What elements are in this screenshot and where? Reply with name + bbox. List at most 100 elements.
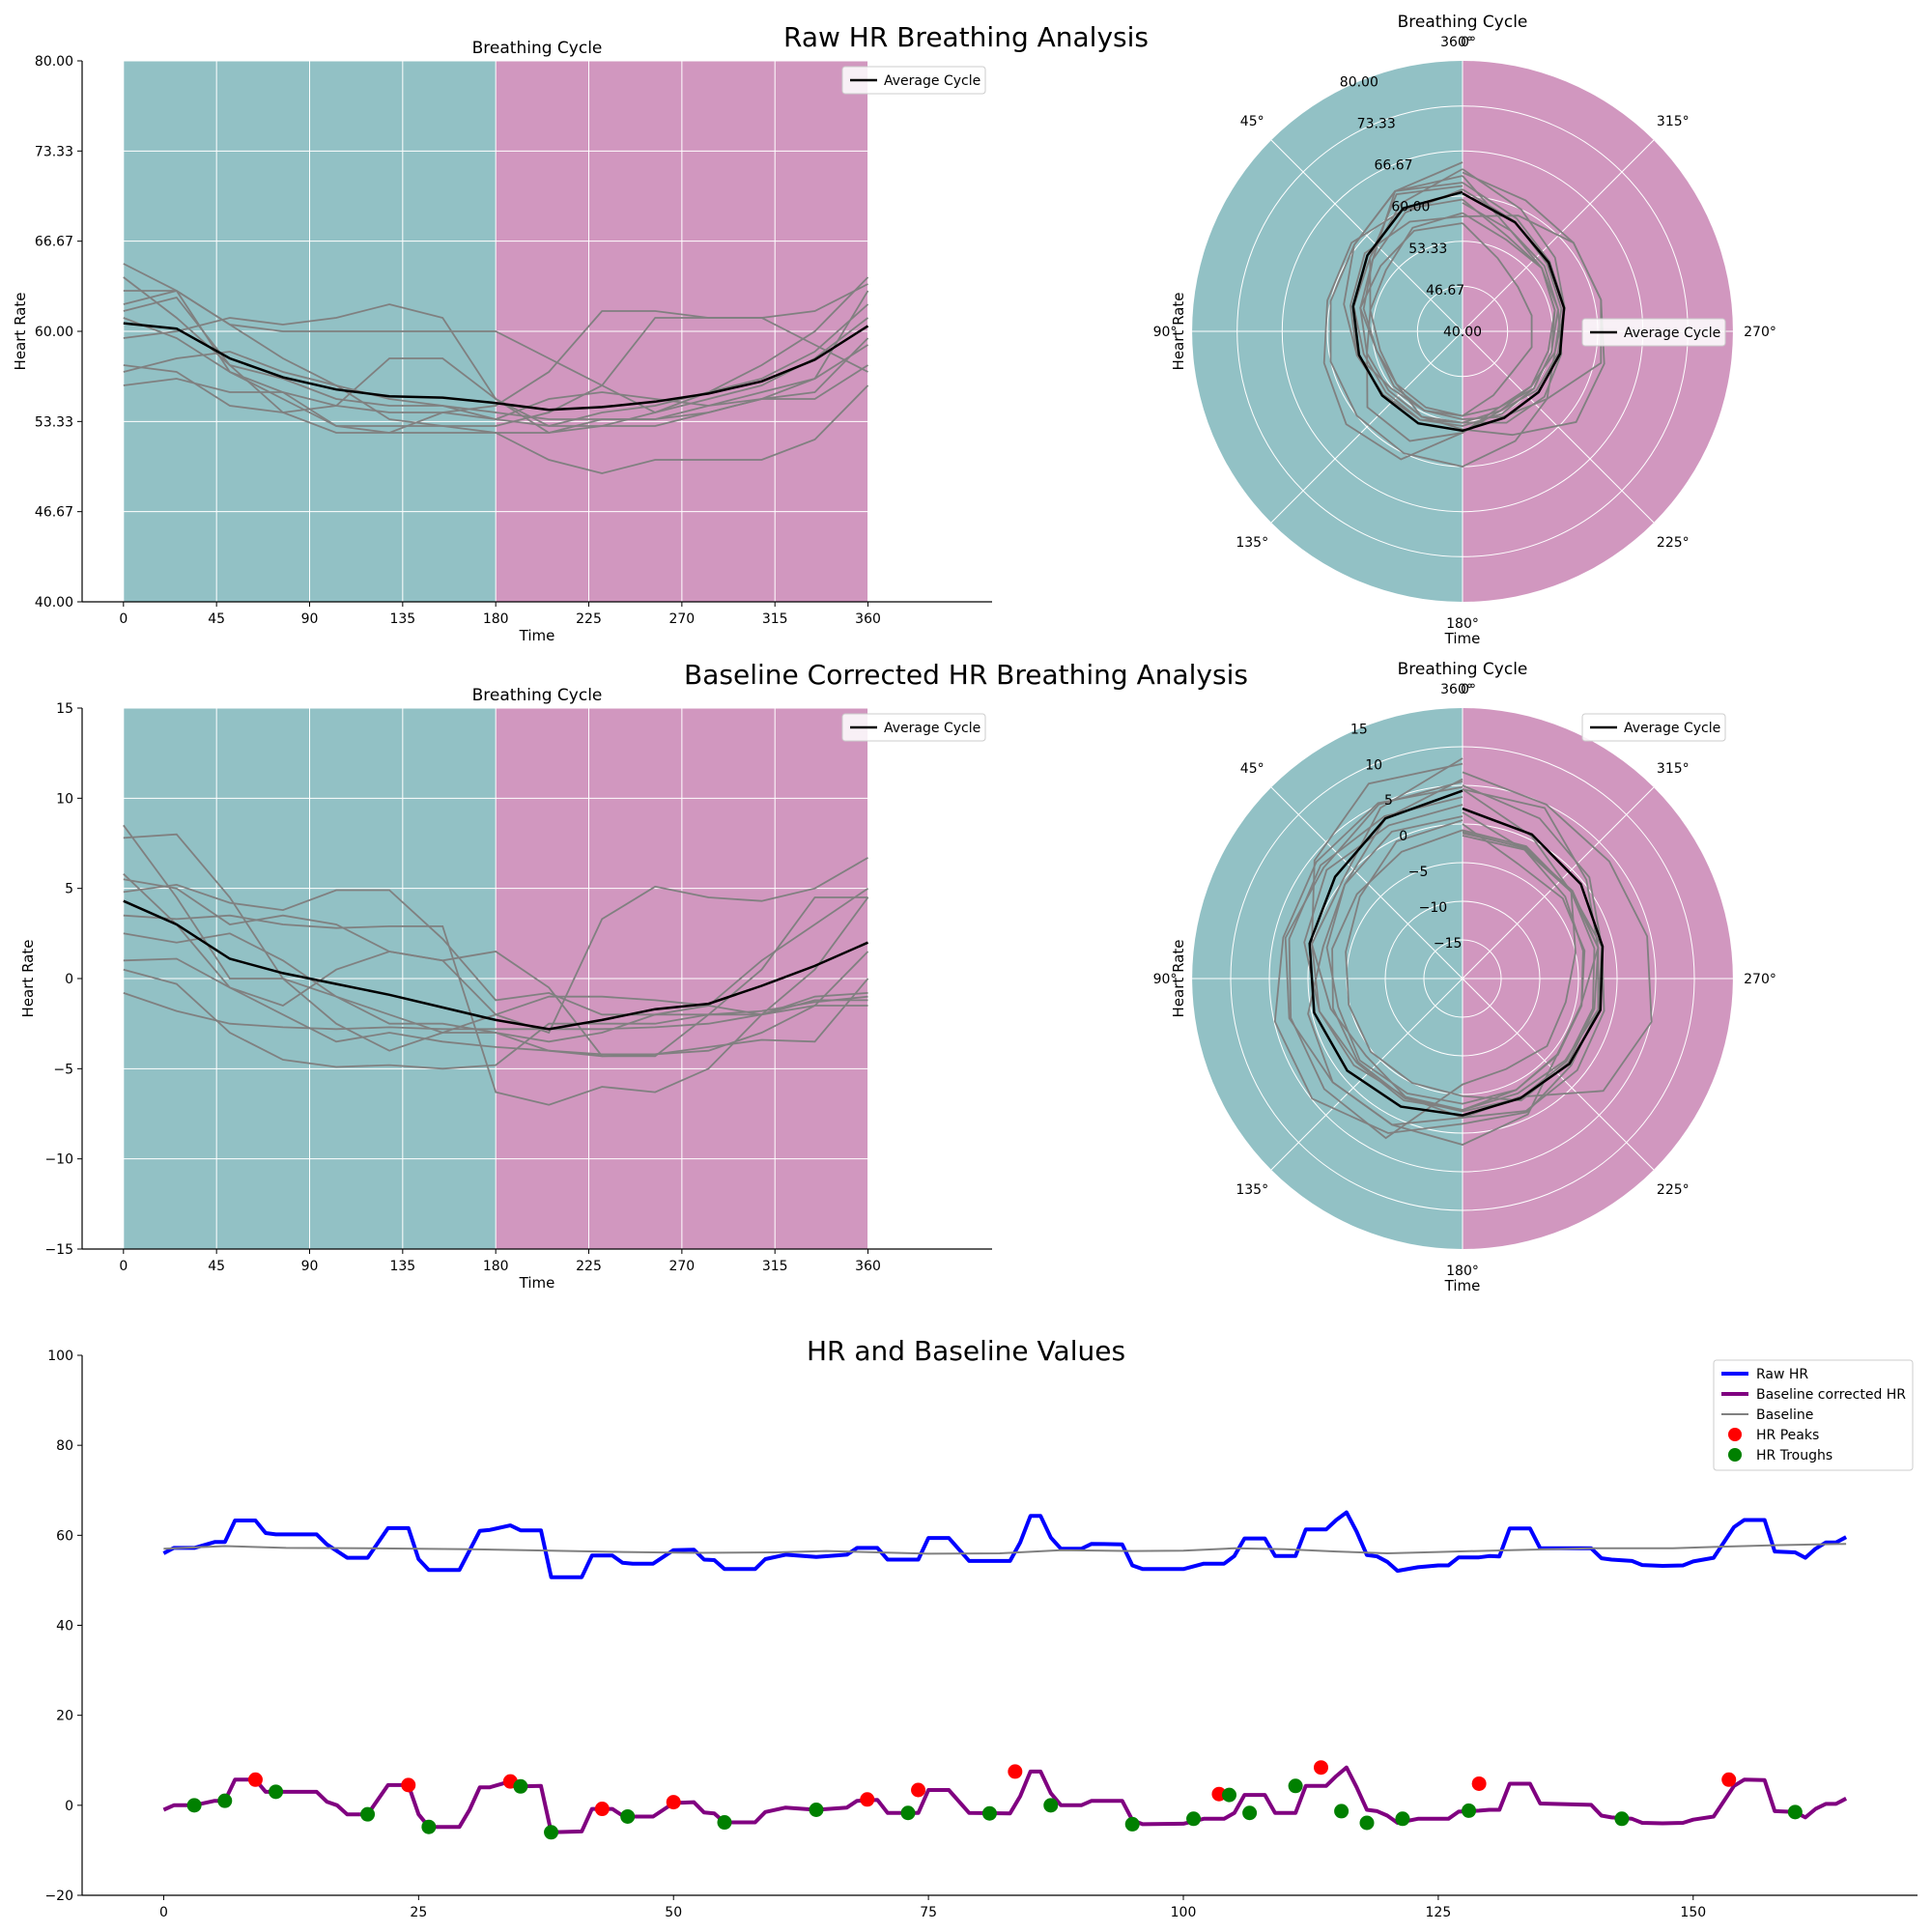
raw-polar-cycle-6 bbox=[1359, 212, 1563, 424]
hr-trough-marker bbox=[1043, 1798, 1059, 1813]
hr-ytick-label: 40 bbox=[56, 1619, 73, 1634]
corrected-linear-xtick-label: 225 bbox=[576, 1259, 602, 1274]
hr-xtick-label: 0 bbox=[159, 1905, 168, 1920]
corrected-linear-title: Breathing Cycle bbox=[472, 686, 603, 705]
hr-trough-marker bbox=[1124, 1816, 1140, 1832]
hr-timeseries-legend: Raw HR Baseline corrected HR Baseline HR… bbox=[1713, 1359, 1914, 1471]
corrected-polar-cycle-8 bbox=[1325, 815, 1586, 1105]
hr-trough-marker bbox=[1359, 1815, 1375, 1831]
corrected-polar-legend-average: Average Cycle bbox=[1624, 721, 1720, 736]
legend-baseline: Baseline bbox=[1756, 1407, 1813, 1423]
hr-ytick-label: 80 bbox=[56, 1438, 73, 1454]
corrected-polar-xlabel: Time bbox=[1444, 1277, 1481, 1294]
hr-timeseries-title: HR and Baseline Values bbox=[807, 1335, 1125, 1367]
corrected-polar-cycle-5 bbox=[1273, 785, 1600, 1134]
corrected-polar-angle-label: 270° bbox=[1744, 972, 1776, 987]
raw-polar-xlabel: Time bbox=[1444, 630, 1481, 647]
raw-linear-xtick-label: 360 bbox=[855, 611, 881, 627]
corrected-polar-angle-label: 45° bbox=[1240, 761, 1264, 777]
raw-polar-rtick-label: 60.00 bbox=[1391, 200, 1430, 215]
hr-peak-marker bbox=[247, 1772, 263, 1787]
raw-polar-cycle-10 bbox=[1366, 198, 1556, 442]
raw-polar-angle-label: 45° bbox=[1240, 114, 1264, 129]
raw-linear-xtick-label: 270 bbox=[668, 611, 695, 627]
hr-trough-marker bbox=[809, 1802, 824, 1817]
raw-polar-title: Breathing Cycle bbox=[1398, 13, 1528, 32]
corrected-linear-xtick-label: 360 bbox=[855, 1259, 881, 1274]
raw-linear-xtick-label: 90 bbox=[301, 611, 319, 627]
raw-linear-ytick-label: 46.67 bbox=[35, 505, 73, 521]
corrected-polar-cycle-6 bbox=[1288, 796, 1577, 1140]
corrected-polar-angle-label: 360° bbox=[1440, 682, 1473, 697]
corrected-linear-cycle-4 bbox=[123, 857, 868, 1035]
corrected-polar-angle-label: 135° bbox=[1236, 1182, 1268, 1198]
raw-linear-ytick-label: 40.00 bbox=[35, 595, 73, 611]
raw-polar-angle-label: 90° bbox=[1153, 325, 1178, 340]
hr-ytick-label: 20 bbox=[56, 1709, 73, 1724]
hr-ytick-label: 60 bbox=[56, 1528, 73, 1544]
corrected-linear-cycle-7 bbox=[123, 887, 869, 1043]
hr-trough-marker bbox=[421, 1819, 437, 1834]
corrected-linear-cycle-5 bbox=[123, 883, 868, 1016]
corrected-polar-angle-label: 180° bbox=[1446, 1264, 1479, 1279]
hr-peak-marker bbox=[1721, 1772, 1737, 1787]
raw-polar-spoke bbox=[1270, 139, 1463, 332]
hr-peak-marker bbox=[1471, 1776, 1487, 1791]
corrected-linear-chart: 0 45 90 135 180 225 270 315 360 −15 −10 −5 0 5 10 15 Br… bbox=[19, 686, 992, 1292]
corrected-polar-rtick-label: −5 bbox=[1408, 865, 1429, 880]
raw-polar-angle-label: 180° bbox=[1446, 616, 1479, 632]
corrected-linear-xtick-label: 90 bbox=[301, 1259, 319, 1274]
corrected-polar-chart: −15 −10 −5 0 5 10 15 360°0° 45° 90° 135° 180° 225° 2… bbox=[1153, 660, 1776, 1294]
hr-ytick-label: 0 bbox=[65, 1799, 73, 1814]
corrected-linear-legend-average: Average Cycle bbox=[884, 721, 980, 736]
hr-xtick-label: 150 bbox=[1680, 1905, 1706, 1920]
raw-linear-cycle-7 bbox=[123, 276, 869, 413]
hr-trough-marker bbox=[981, 1805, 997, 1821]
raw-polar-angle-label: 270° bbox=[1744, 325, 1776, 340]
corrected-linear-xlabel: Time bbox=[519, 1274, 555, 1292]
hr-peak-marker bbox=[594, 1802, 610, 1817]
corrected-polar-angle-label: 225° bbox=[1657, 1182, 1690, 1198]
raw-polar-legend-average: Average Cycle bbox=[1624, 326, 1720, 341]
corrected-polar-angle-label: 315° bbox=[1657, 761, 1690, 777]
corrected-linear-cycle-3 bbox=[123, 873, 868, 1058]
hr-trough-marker bbox=[1222, 1787, 1236, 1803]
raw-linear-xtick-label: 0 bbox=[119, 611, 128, 627]
hr-trough-marker bbox=[1186, 1811, 1202, 1827]
raw-polar-angle-label: 315° bbox=[1657, 114, 1690, 129]
legend-hr-peaks: HR Peaks bbox=[1756, 1428, 1819, 1443]
hr-timeseries-chart: 0 25 50 75 100 125 150 −20 0 20 40 60 80 100 HR and B… bbox=[44, 1335, 1918, 1920]
hr-trough-marker bbox=[1288, 1778, 1303, 1794]
raw-polar-angle-label: 0° bbox=[1461, 35, 1476, 50]
hr-peak-marker bbox=[1008, 1764, 1023, 1779]
hr-trough-marker bbox=[717, 1815, 732, 1831]
corrected-linear-xtick-label: 315 bbox=[762, 1259, 788, 1274]
raw-linear-xtick-label: 225 bbox=[576, 611, 602, 627]
raw-linear-xtick-label: 180 bbox=[483, 611, 509, 627]
corrected-linear-xtick-label: 180 bbox=[483, 1259, 509, 1274]
corrected-polar-spoke bbox=[1462, 978, 1655, 1171]
raw-linear-xlabel: Time bbox=[519, 627, 555, 644]
corrected-suptitle: Baseline Corrected HR Breathing Analysis bbox=[684, 659, 1248, 691]
raw-suptitle: Raw HR Breathing Analysis bbox=[783, 21, 1149, 53]
raw-polar-rtick-label: 40.00 bbox=[1443, 325, 1482, 340]
hr-trough-marker bbox=[1614, 1811, 1630, 1827]
raw-polar-average-line bbox=[1351, 190, 1566, 433]
hr-trough-marker bbox=[1242, 1805, 1258, 1821]
raw-polar-angle-label: 225° bbox=[1657, 535, 1690, 551]
hr-xtick-label: 50 bbox=[665, 1905, 682, 1920]
corrected-linear-xtick-label: 45 bbox=[208, 1259, 225, 1274]
hr-trough-marker bbox=[1787, 1804, 1803, 1820]
hr-trough-marker bbox=[620, 1808, 636, 1824]
hr-xtick-label: 25 bbox=[410, 1905, 427, 1920]
raw-linear-chart: 0 45 90 135 180 225 270 315 360 40.00 46.67 53.33 60… bbox=[12, 39, 992, 644]
hr-trough-marker bbox=[544, 1825, 559, 1840]
raw-linear-cycle-6 bbox=[123, 364, 868, 420]
raw-linear-xtick-label: 135 bbox=[389, 611, 415, 627]
corrected-linear-xtick-label: 270 bbox=[668, 1259, 695, 1274]
corrected-linear-ytick-label: 15 bbox=[56, 701, 73, 717]
hr-trough-marker bbox=[360, 1806, 376, 1822]
corrected-linear-ytick-label: −10 bbox=[44, 1152, 73, 1168]
corrected-polar-rtick-label: 10 bbox=[1365, 757, 1382, 773]
hr-xtick-label: 100 bbox=[1171, 1905, 1197, 1920]
